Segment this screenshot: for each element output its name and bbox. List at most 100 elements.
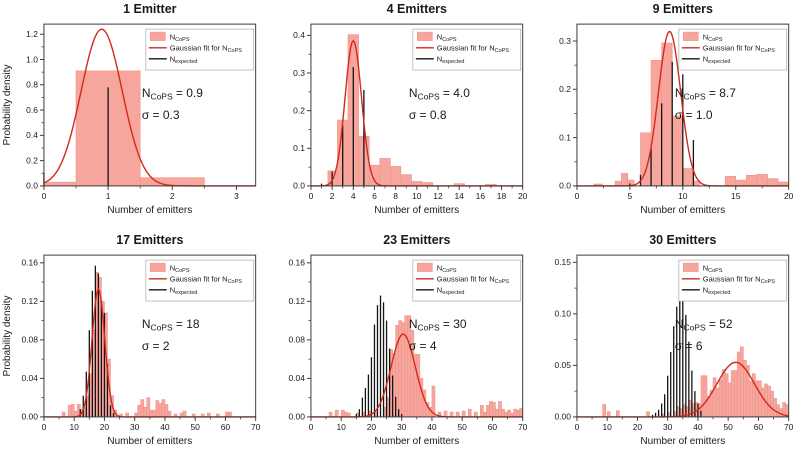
plot-frame [576,254,790,418]
y-axis-label: Probability density [2,296,13,377]
y-tick-label: 0.05 [555,360,572,370]
hist-bar [602,404,607,418]
annotation: NCoPS = 4.0 σ = 0.8 [408,86,469,122]
hist-bar [379,158,391,187]
hist-bar [146,397,151,418]
hist-bar [404,315,408,418]
x-tick-label: 40 [694,422,704,432]
hist-bar [767,178,779,187]
annotation: NCoPS = 8.7 σ = 1.0 [675,86,736,122]
x-tick-label: 30 [130,422,140,432]
y-tick-label: 0.1 [559,132,571,142]
panel-4-emitters: 0 2 4 6 8 10 12 14 16 18 20 0.0 0.1 0.2 0.3 0.4 4 Emitte… [293,2,528,216]
hist-bar [621,173,629,187]
hist-bar [734,370,738,418]
x-tick-label: 30 [663,422,673,432]
legend-hist-swatch [150,31,166,41]
y-tick-label: 0.6 [26,105,38,115]
x-tick-label: 15 [731,191,741,201]
hist-bar [770,390,775,418]
panel-30-emitters: 0 10 20 30 40 50 60 70 0.00 0.05 0.10 0.15 30 Emitte… [555,233,794,447]
y-tick-label: 1.2 [26,29,38,39]
y-tick-label: 0.0 [293,181,305,191]
hist-bar [737,351,741,418]
hist-bar [725,373,729,418]
legend-label: NCoPS [170,264,190,275]
y-tick-label: 0.16 [288,258,305,268]
x-tick-label: 2 [170,191,175,201]
y-tick-label: 0.1 [293,143,305,153]
hist-bar [735,179,747,187]
hist-bar [488,401,493,418]
y-tick-label: 0.2 [559,84,571,94]
hist-bar [512,408,517,418]
hist-bar [728,382,732,418]
hist-bar [731,370,735,418]
x-tick-label: 18 [496,191,506,201]
annotation-n-value: NCoPS = 8.7 [675,86,736,102]
hist-bar [746,174,758,187]
panel-9-emitters: 0 5 10 15 20 0.0 0.1 0.2 0.3 9 Emitters Number of … [559,2,793,216]
axes: 0 10 20 30 40 50 60 70 0.00 0.04 0.08 0.12 0.16 [21,258,260,432]
x-axis-label: Number of emitters [374,436,459,447]
y-tick-label: 0.8 [26,80,38,90]
legend-label: Nexpected [170,55,198,66]
x-tick-label: 60 [487,422,497,432]
x-tick-label: 12 [433,191,443,201]
hist-bar [143,406,148,418]
x-tick-label: 50 [724,422,734,432]
hist-bar [503,411,508,418]
y-tick-label: 1.0 [26,54,38,64]
panel-title: 30 Emitters [650,233,717,247]
hist-bar [761,387,766,418]
hist-bar [43,181,77,187]
x-axis-label: Number of emitters [641,436,726,447]
legend-hist-swatch [683,31,699,41]
y-tick-label: 0.00 [555,412,572,422]
x-tick-label: 70 [784,422,794,432]
x-tick-label: 8 [393,191,398,201]
x-tick-label: 0 [42,191,47,201]
x-tick-label: 5 [628,191,633,201]
y-tick-label: 0.16 [21,258,38,268]
hist-bar [758,380,763,418]
hist-bar [491,402,496,418]
hist-bar [482,411,487,418]
x-tick-label: 50 [457,422,467,432]
hist-bar [228,411,232,418]
legend-label: Nexpected [703,286,731,297]
plot-frame [310,254,523,418]
x-tick-label: 60 [221,422,231,432]
axes: 0 10 20 30 40 50 60 70 0.00 0.05 0.10 0.15 [555,257,794,432]
axes: 0 2 4 6 8 10 12 14 16 18 20 0.0 0.1 0.2 0.3 0.4 [293,30,528,201]
hist-bar [767,385,772,418]
panel-17-emitters: 0 10 20 30 40 50 60 70 0.00 0.04 0.08 0.12 0.16 17 Em… [2,233,261,447]
y-tick-label: 0.3 [559,36,571,46]
hist-bar [672,115,684,187]
hist-bar [682,168,695,187]
legend-label: NCoPS [703,33,723,44]
x-tick-label: 16 [475,191,485,201]
y-tick-label: 0.04 [21,373,38,383]
hist-bar [607,411,611,418]
annotation: NCoPS = 52 σ = 6 [675,317,733,353]
legend-label: NCoPS [703,264,723,275]
hist-bar [725,175,737,187]
hist-bar [704,375,708,418]
hist-bar [740,346,744,418]
panel-title: 17 Emitters [116,233,183,247]
x-tick-label: 40 [427,422,437,432]
expected-lines [652,293,702,417]
x-tick-label: 3 [234,191,239,201]
x-tick-label: 10 [678,191,688,201]
legend-label: NCoPS [436,33,456,44]
panel-title: 1 Emitter [123,2,177,16]
plot-frame [310,23,523,187]
x-tick-label: 30 [397,422,407,432]
y-tick-label: 0.00 [21,412,38,422]
annotation: NCoPS = 0.9 σ = 0.3 [142,86,203,122]
legend-label: Gaussian fit for NCoPS [703,275,775,286]
legend-label: Nexpected [703,55,731,66]
hist-bar [461,410,466,418]
